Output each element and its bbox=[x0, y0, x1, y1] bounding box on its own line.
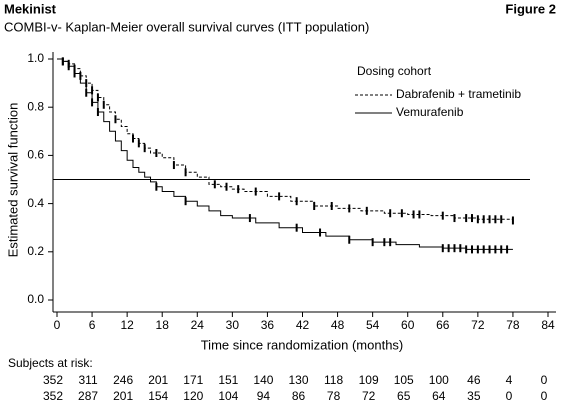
risk-count: 246 bbox=[113, 373, 133, 387]
risk-count: 94 bbox=[257, 389, 271, 403]
risk-count: 120 bbox=[183, 389, 203, 403]
risk-count: 287 bbox=[78, 389, 98, 403]
risk-count: 65 bbox=[397, 389, 411, 403]
x-tick-label: 18 bbox=[156, 318, 170, 332]
x-tick-label: 48 bbox=[331, 318, 345, 332]
x-tick-label: 30 bbox=[226, 318, 240, 332]
x-tick-label: 84 bbox=[541, 318, 555, 332]
risk-count: 100 bbox=[429, 373, 449, 387]
legend-title: Dosing cohort bbox=[357, 64, 432, 78]
risk-count: 0 bbox=[541, 389, 548, 403]
x-tick-label: 72 bbox=[471, 318, 485, 332]
y-tick-label: 0.6 bbox=[27, 148, 44, 162]
risk-count: 171 bbox=[183, 373, 203, 387]
risk-count: 46 bbox=[467, 373, 481, 387]
risk-count: 201 bbox=[113, 389, 133, 403]
risk-count: 72 bbox=[362, 389, 376, 403]
risk-count: 130 bbox=[288, 373, 308, 387]
risk-count: 109 bbox=[359, 373, 379, 387]
risk-count: 118 bbox=[324, 373, 343, 387]
risk-label: Subjects at risk: bbox=[8, 356, 93, 370]
risk-count: 86 bbox=[292, 389, 306, 403]
risk-count: 151 bbox=[218, 373, 238, 387]
x-tick-label: 60 bbox=[401, 318, 415, 332]
risk-count: 78 bbox=[327, 389, 341, 403]
y-axis-label: Estimated survival function bbox=[5, 103, 20, 258]
y-tick-label: 1.0 bbox=[27, 51, 44, 65]
x-tick-label: 24 bbox=[191, 318, 205, 332]
y-tick-label: 0.8 bbox=[27, 99, 44, 113]
risk-count: 105 bbox=[394, 373, 414, 387]
y-tick-label: 0.0 bbox=[27, 292, 44, 306]
x-tick-label: 0 bbox=[54, 318, 61, 332]
x-tick-label: 6 bbox=[89, 318, 96, 332]
x-tick-label: 12 bbox=[120, 318, 134, 332]
brand: Mekinist bbox=[4, 1, 57, 16]
risk-count: 4 bbox=[506, 373, 513, 387]
y-tick-label: 0.4 bbox=[27, 196, 44, 210]
survival-curve bbox=[57, 58, 514, 221]
risk-count: 154 bbox=[148, 389, 168, 403]
risk-count: 35 bbox=[467, 389, 481, 403]
x-tick-label: 66 bbox=[436, 318, 450, 332]
x-tick-label: 36 bbox=[261, 318, 275, 332]
x-axis-label: Time since randomization (months) bbox=[201, 337, 404, 352]
risk-count: 140 bbox=[253, 373, 273, 387]
risk-count: 311 bbox=[79, 373, 98, 387]
risk-count: 0 bbox=[541, 373, 548, 387]
x-tick-label: 78 bbox=[506, 318, 520, 332]
risk-count: 201 bbox=[148, 373, 168, 387]
x-tick-label: 54 bbox=[366, 318, 380, 332]
risk-count: 352 bbox=[43, 373, 63, 387]
legend-label: Vemurafenib bbox=[396, 105, 464, 119]
chart-title: COMBI-v- Kaplan-Meier overall survival c… bbox=[4, 19, 369, 34]
risk-count: 64 bbox=[432, 389, 446, 403]
x-tick-label: 42 bbox=[296, 318, 310, 332]
risk-count: 352 bbox=[43, 389, 63, 403]
figure-label: Figure 2 bbox=[505, 1, 556, 16]
risk-count: 0 bbox=[506, 389, 513, 403]
risk-count: 104 bbox=[218, 389, 238, 403]
y-tick-label: 0.2 bbox=[27, 244, 44, 258]
legend-label: Dabrafenib + trametinib bbox=[396, 87, 521, 101]
